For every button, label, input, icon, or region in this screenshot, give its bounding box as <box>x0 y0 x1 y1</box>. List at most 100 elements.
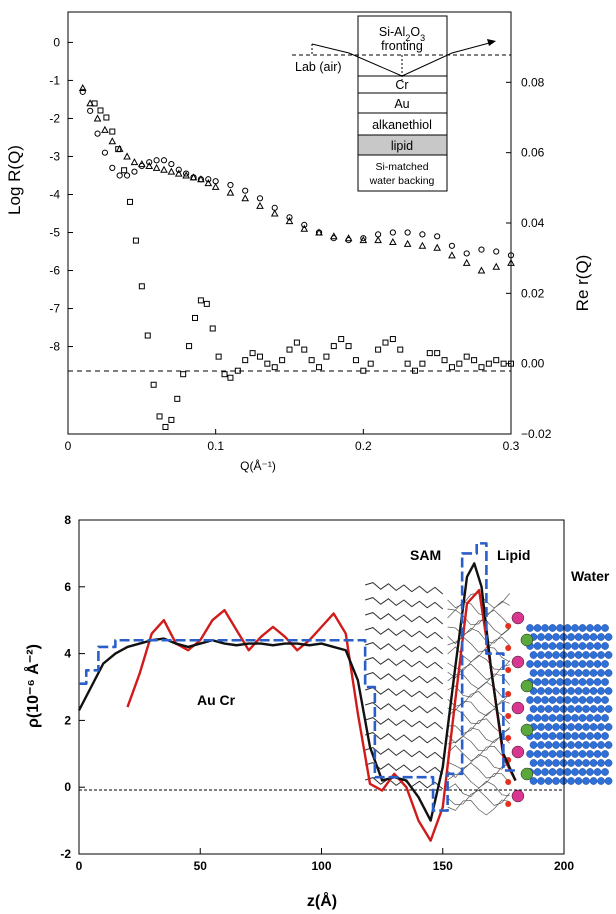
bottom-ylabel: ρ(10⁻⁶ Å⁻²) <box>23 644 42 728</box>
inset-layer-lipid-label: lipid <box>391 139 413 153</box>
square-point <box>286 346 293 353</box>
water-molecule <box>544 651 553 659</box>
water-molecule <box>556 642 564 650</box>
triangle-point <box>433 243 442 251</box>
square-point <box>174 395 181 402</box>
water-molecule <box>601 642 609 650</box>
circle-point <box>168 160 175 168</box>
circle-point <box>448 242 456 249</box>
water-molecule <box>578 750 587 758</box>
sam-chain <box>365 702 444 715</box>
water-molecule <box>533 624 542 632</box>
water-molecule <box>597 651 605 659</box>
water-molecule <box>533 678 542 686</box>
inset-beam-in <box>311 43 403 77</box>
square-point <box>301 346 308 353</box>
triangle-point <box>403 239 412 247</box>
circle-point <box>360 235 367 242</box>
lipid-headgroup <box>511 701 525 715</box>
top-y-tick-label: -7 <box>49 302 60 316</box>
square-point <box>197 297 204 304</box>
circle-point <box>175 166 182 173</box>
square-point <box>352 357 359 364</box>
water-molecule <box>593 714 602 722</box>
square-point <box>144 332 151 339</box>
region-label-sam: SAM <box>410 547 441 563</box>
sam-chain <box>365 687 444 700</box>
water-molecule <box>526 750 534 758</box>
circle-point <box>79 88 86 95</box>
water-molecule <box>597 723 605 731</box>
water-molecule <box>604 669 613 677</box>
triangle-point <box>507 258 515 266</box>
water-molecule <box>601 624 609 632</box>
water-molecule <box>567 741 575 749</box>
water-molecule <box>586 768 594 776</box>
square-point <box>249 350 256 357</box>
circle-point <box>94 130 101 137</box>
triangle-point <box>448 251 456 259</box>
top-xlabel: Q(Å⁻¹) <box>240 458 276 473</box>
water-molecule <box>526 714 534 722</box>
circle-point <box>301 221 308 229</box>
water-molecule <box>586 714 594 722</box>
top-y2label: Re r(Q) <box>573 255 592 312</box>
layer-inset: Si-Al2O3 fronting Cr Au alkanethiol lipi… <box>292 15 511 192</box>
water-molecule <box>604 633 613 641</box>
water-molecule <box>556 714 564 722</box>
square-point <box>389 336 396 343</box>
sam-chain <box>365 732 444 745</box>
water-molecule <box>544 705 553 713</box>
density-profile-panel: 0 50 100 150 200 8 6 4 2 0 -2 SAM Lipid Water Au C… <box>23 513 613 910</box>
water-molecule <box>597 687 605 695</box>
square-point <box>293 339 300 346</box>
water-molecule <box>537 777 545 785</box>
water-molecule <box>578 624 587 632</box>
water-molecule <box>593 624 602 632</box>
water-molecule <box>574 705 583 713</box>
water-molecule <box>589 723 598 731</box>
water-molecule <box>544 633 553 641</box>
square-point <box>478 364 485 371</box>
square-point <box>138 283 145 290</box>
water-molecule <box>537 723 545 731</box>
water-molecule <box>552 633 560 641</box>
water-molecule <box>544 741 553 749</box>
triangle-point <box>256 201 264 209</box>
reflectivity-panel: 0 0.1 0.2 0.3 0 -1 -2 -3 -4 -5 -6 -7 -8 0.08 0.06 0.04 0… <box>5 11 592 473</box>
lipid-tail <box>447 700 510 717</box>
circle-point <box>131 168 138 175</box>
water-molecule <box>533 714 542 722</box>
oxygen-atom <box>505 691 512 697</box>
water-molecule <box>604 723 613 731</box>
water-molecule <box>526 624 534 632</box>
triangle-point <box>477 266 486 274</box>
lipid-headgroup <box>520 723 534 737</box>
water-molecule <box>533 642 542 650</box>
lipid-tail <box>447 762 510 779</box>
bottom-y-tick-label: 6 <box>64 580 71 594</box>
circle-point <box>101 149 109 156</box>
top-y-tick-label: -3 <box>49 149 60 163</box>
square-point <box>127 198 134 205</box>
oxygen-atom <box>505 667 512 673</box>
water-molecule <box>541 732 549 740</box>
water-molecule <box>586 660 594 668</box>
triangle-point <box>137 160 146 168</box>
water-molecule <box>571 624 579 632</box>
square-point <box>500 360 507 367</box>
water-molecule <box>597 669 605 677</box>
water-molecule <box>578 642 587 650</box>
sam-chain <box>365 582 444 595</box>
top-series-group <box>78 83 515 430</box>
top-axis-ticks: 0 0.1 0.2 0.3 0 -1 -2 -3 -4 -5 -6 -7 -8 0.08 0.06 0.04 0… <box>49 35 551 453</box>
water-molecule <box>529 705 538 713</box>
square-point <box>434 350 441 357</box>
triangle-point <box>123 152 131 160</box>
water-molecule <box>529 651 538 659</box>
circle-point <box>160 157 168 164</box>
water-molecule <box>533 696 542 704</box>
circle-point <box>389 229 396 236</box>
water-molecule <box>529 777 538 785</box>
water-molecule <box>574 687 583 695</box>
